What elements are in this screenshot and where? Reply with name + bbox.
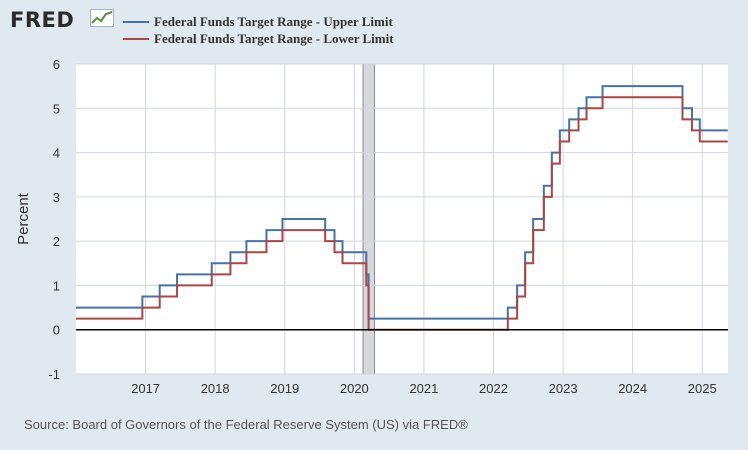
fred-logo: FRED xyxy=(10,8,75,32)
y-axis-label: Percent xyxy=(15,192,32,245)
legend-item-upper: Federal Funds Target Range - Upper Limit xyxy=(123,13,394,30)
y-tick-label: 5 xyxy=(53,101,60,116)
series-line-lower xyxy=(76,96,728,331)
x-tick-label: 2025 xyxy=(688,381,717,396)
x-tick-label: 2024 xyxy=(618,381,647,396)
chart: -1 0 1 2 3 4 5 6 2017 2018 2019 2020 2021 2022 2023 202… xyxy=(15,57,728,396)
x-tick-label: 2017 xyxy=(131,381,160,396)
plot-area xyxy=(76,64,728,374)
legend-label-lower: Federal Funds Target Range - Lower Limit xyxy=(154,30,394,46)
legend-swatch-lower xyxy=(123,37,149,40)
y-tick-label: 1 xyxy=(53,278,60,293)
series-line-upper xyxy=(76,85,728,320)
y-tick-label: 0 xyxy=(53,323,60,338)
fred-chart-icon xyxy=(90,9,114,27)
x-tick-label: 2020 xyxy=(340,381,369,396)
x-tick-label: 2021 xyxy=(409,381,438,396)
y-tick-label: 6 xyxy=(53,57,60,72)
y-tick-label: 3 xyxy=(53,190,60,205)
legend: Federal Funds Target Range - Upper Limit… xyxy=(123,13,394,47)
y-tick-label: -1 xyxy=(48,367,60,382)
legend-item-lower: Federal Funds Target Range - Lower Limit xyxy=(123,30,394,47)
legend-label-upper: Federal Funds Target Range - Upper Limit xyxy=(154,13,393,29)
x-tick-label: 2022 xyxy=(479,381,508,396)
x-tick-label: 2019 xyxy=(270,381,299,396)
y-tick-label: 2 xyxy=(53,234,60,249)
source-note: Source: Board of Governors of the Federa… xyxy=(24,417,468,432)
legend-swatch-upper xyxy=(123,20,149,23)
x-tick-label: 2023 xyxy=(549,381,578,396)
y-tick-label: 4 xyxy=(53,146,60,161)
x-tick-label: 2018 xyxy=(201,381,230,396)
